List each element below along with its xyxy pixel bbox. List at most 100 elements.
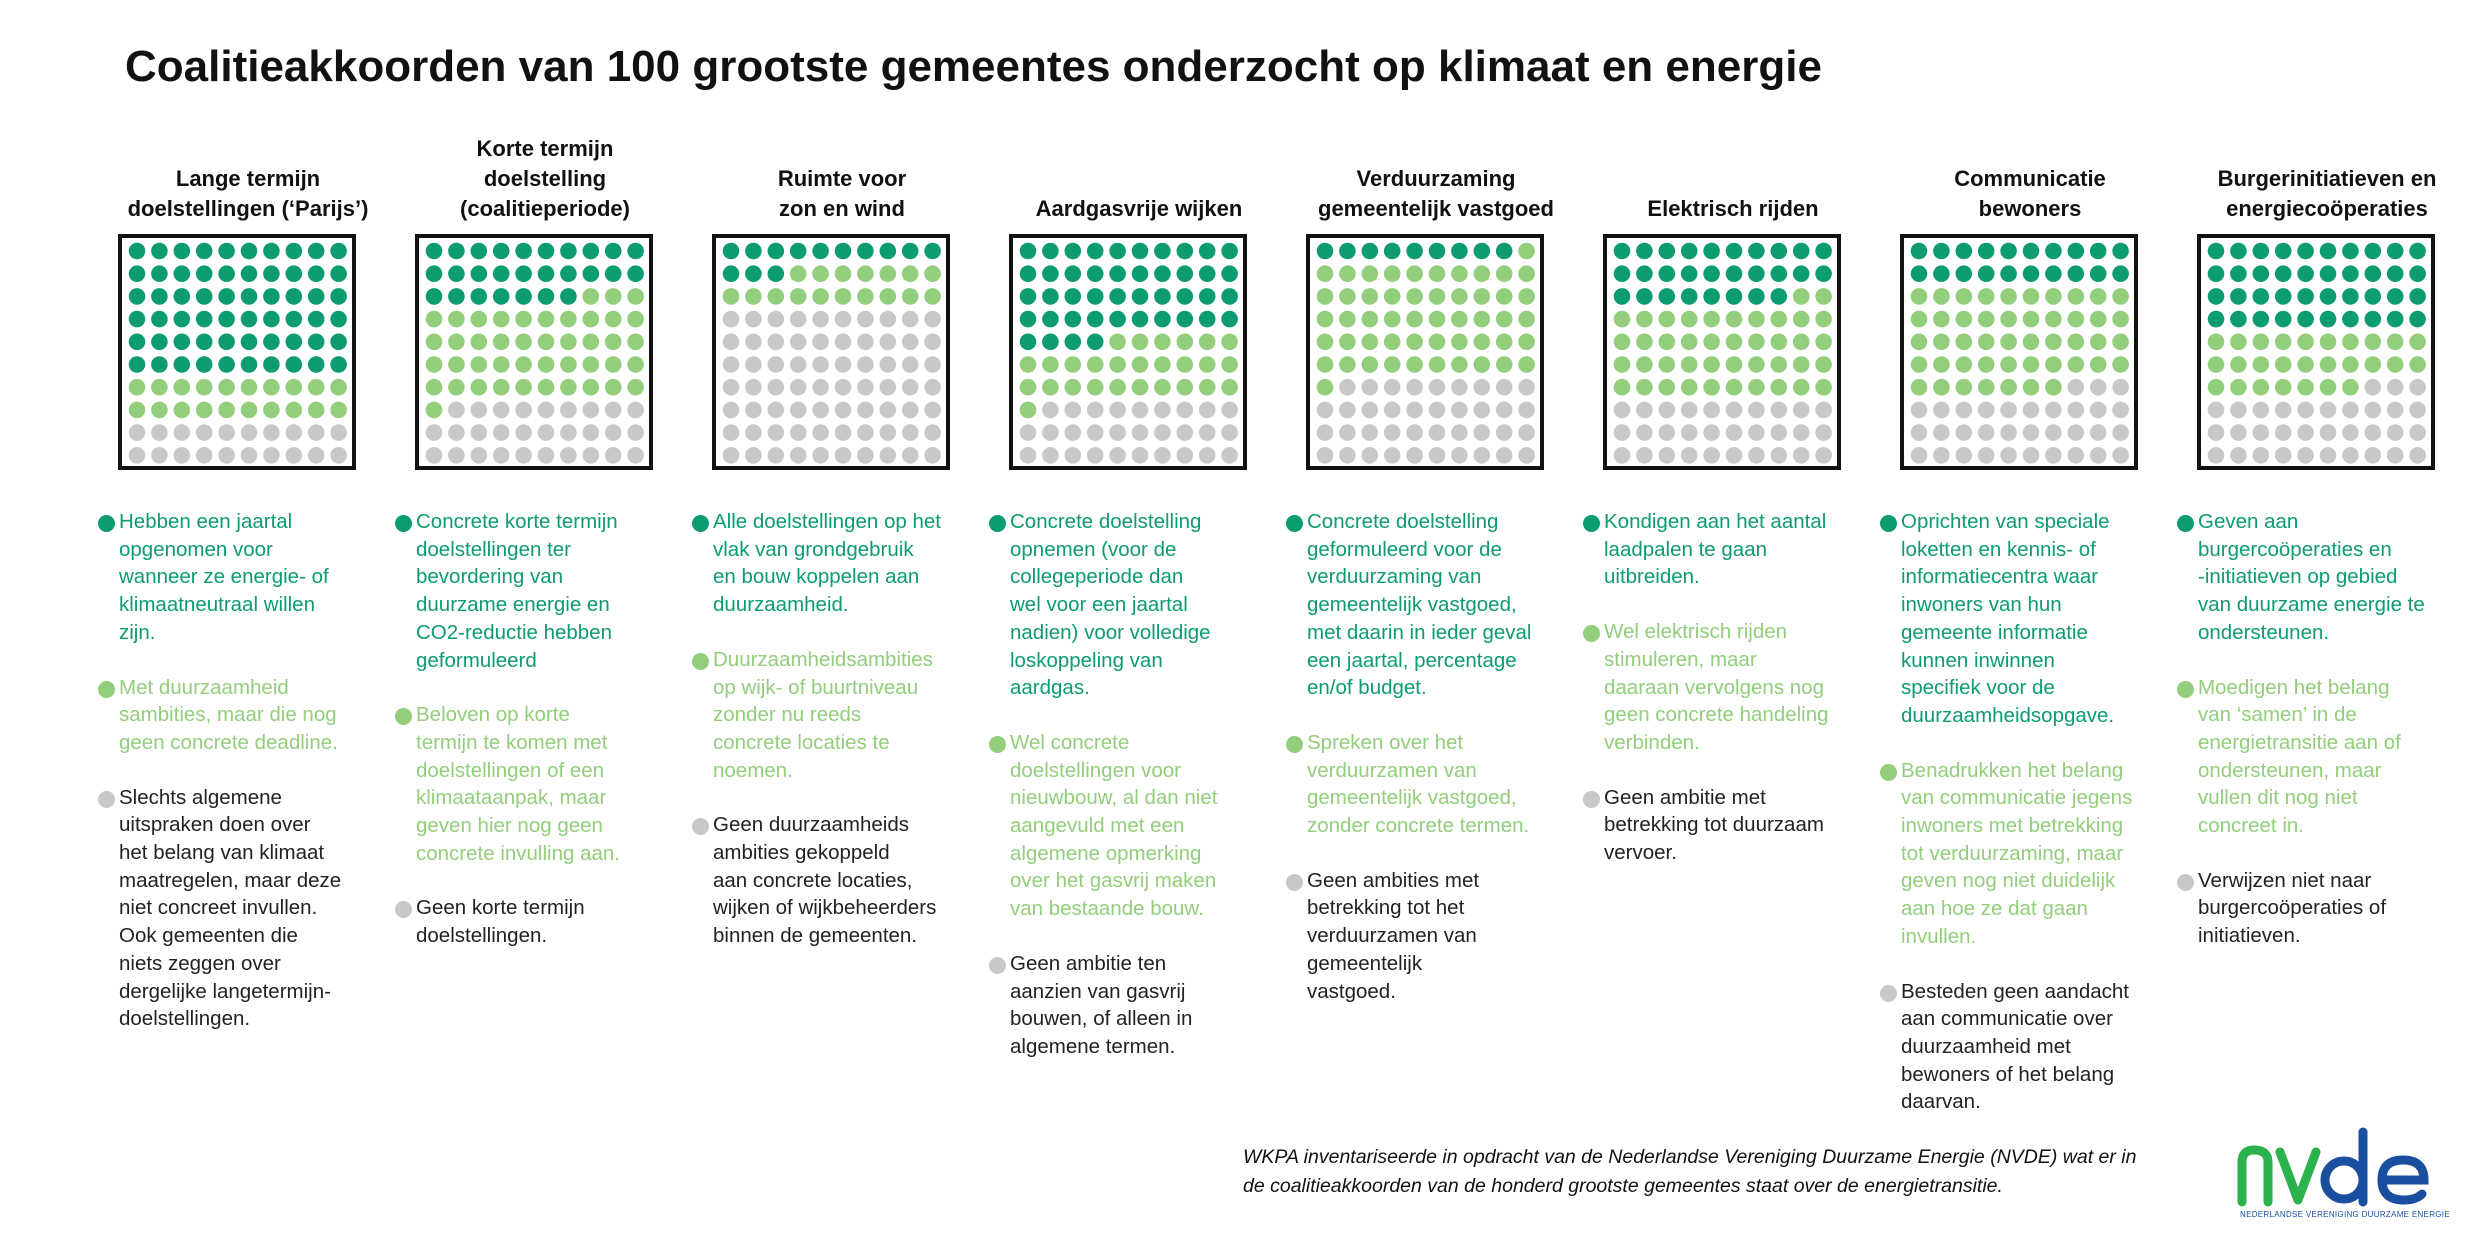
waffle-dot-light-green (1792, 333, 1810, 351)
waffle-dot-dark-green (2022, 242, 2040, 260)
legend-text: Geen duurzaamheids ambities gekoppeld aa… (713, 813, 937, 948)
waffle-dot-dark-green (307, 288, 325, 305)
waffle-dot-light-green (2022, 378, 2040, 396)
legend-item: Kondigen aan het aantal laadpalen te gaa… (1583, 508, 1879, 591)
waffle-dot-grey (924, 401, 941, 419)
waffle-dot-light-green (2207, 333, 2225, 351)
waffle-dot-dark-green (285, 310, 303, 328)
waffle-dot-grey (1792, 401, 1810, 419)
waffle-dot-grey (2000, 447, 2017, 464)
waffle-dot-dark-green (218, 265, 235, 282)
waffle-dot-grey (1815, 447, 1832, 464)
waffle-dot-light-green (1383, 356, 1401, 373)
waffle-dot-grey (767, 424, 785, 441)
waffle-dot-grey (1383, 401, 1401, 419)
waffle-dot-dark-green (1748, 242, 1765, 260)
waffle-dot-grey (1658, 401, 1676, 419)
waffle-dot-grey (195, 447, 213, 464)
waffle-dot-light-green (492, 333, 510, 351)
waffle-dot-light-green (2319, 378, 2337, 396)
waffle-dot-light-green (1451, 288, 1468, 305)
waffle-dot-grey (1518, 401, 1535, 419)
waffle-dot-grey (1042, 401, 1059, 419)
waffle-dot-grey (1770, 447, 1788, 464)
waffle-dot-light-green (1658, 378, 1676, 396)
waffle-dot-light-green (1658, 356, 1676, 373)
waffle-dot-grey (789, 356, 807, 373)
waffle-dot-dark-green (195, 310, 213, 328)
waffle-dot-light-green (1154, 356, 1171, 373)
waffle-dot-light-green (195, 378, 213, 396)
legend-item: Wel concrete doelstellingen voor nieuwbo… (989, 729, 1285, 923)
waffle-dot-dark-green (1933, 242, 1950, 260)
waffle-dot-dark-green (492, 242, 510, 260)
waffle-dot-light-green (834, 288, 852, 305)
waffle-dot-light-green (857, 288, 874, 305)
waffle-dot-dark-green (151, 242, 168, 260)
chart-heading: Communicatie bewoners (1954, 166, 2106, 221)
legend-dot-light-green (1583, 625, 1600, 643)
waffle-dot-dark-green (151, 333, 168, 351)
waffle-dot-dark-green (1198, 288, 1216, 305)
waffle-dot-light-green (1518, 356, 1535, 373)
waffle-dot-light-green (1518, 265, 1535, 282)
waffle-dot-dark-green (537, 242, 555, 260)
waffle-dot-dark-green (263, 310, 280, 328)
waffle-dot-grey (1495, 424, 1513, 441)
waffle-dot-light-green (560, 378, 577, 396)
waffle-dot-light-green (263, 401, 280, 419)
waffle-dot-grey (722, 378, 740, 396)
waffle-dot-grey (1495, 378, 1513, 396)
waffle-dot-dark-green (2297, 265, 2314, 282)
waffle-dot-light-green (1815, 378, 1832, 396)
waffle-dot-grey (834, 333, 852, 351)
waffle-dot-light-green (2252, 356, 2270, 373)
waffle-dot-grey (560, 424, 577, 441)
waffle-dot-dark-green (1680, 242, 1698, 260)
waffle-dot-dark-green (2000, 265, 2017, 282)
waffle-dot-light-green (1977, 288, 1995, 305)
waffle-dot-dark-green (1019, 310, 1037, 328)
waffle-dot-grey (285, 424, 303, 441)
waffle-dot-grey (924, 378, 941, 396)
waffle-dot-light-green (1770, 310, 1788, 328)
legend-item: Moedigen het belang van ‘samen’ in de en… (2177, 674, 2473, 840)
waffle-dot-grey (1792, 424, 1810, 441)
waffle-dot-dark-green (1198, 265, 1216, 282)
waffle-dot-grey (195, 424, 213, 441)
waffle-dot-grey (515, 401, 532, 419)
waffle-dot-dark-green (2000, 242, 2017, 260)
waffle-dot-dark-green (582, 265, 600, 282)
waffle-dot-light-green (2274, 378, 2292, 396)
waffle-dot-grey (470, 424, 488, 441)
waffle-dot-dark-green (151, 356, 168, 373)
waffle-dot-dark-green (1613, 265, 1631, 282)
waffle-dot-dark-green (2207, 242, 2225, 260)
waffle-dot-light-green (2342, 378, 2359, 396)
waffle-dot-light-green (1680, 378, 1698, 396)
waffle-dot-light-green (604, 310, 622, 328)
legend-text: Alle doelstellingen op het vlak van gron… (713, 510, 941, 617)
waffle-dot-grey (745, 333, 762, 351)
waffle-dot-grey (2112, 424, 2129, 441)
waffle-dot-dark-green (1109, 265, 1126, 282)
waffle-dot-dark-green (1019, 242, 1037, 260)
waffle-dot-dark-green (1955, 242, 1973, 260)
waffle-dot-dark-green (1064, 310, 1082, 328)
waffle-dot-grey (240, 424, 258, 441)
waffle-dot-grey (1613, 424, 1631, 441)
waffle-chart (1603, 234, 1841, 470)
waffle-svg (128, 242, 347, 464)
waffle-dot-dark-green (307, 265, 325, 282)
waffle-dot-light-green (2409, 333, 2426, 351)
waffle-dot-light-green (1109, 378, 1126, 396)
waffle-dot-dark-green (128, 356, 146, 373)
legend-dot-grey (1583, 790, 1600, 808)
waffle-dot-light-green (263, 378, 280, 396)
waffle-dot-light-green (425, 356, 443, 373)
waffle-dot-light-green (1221, 356, 1238, 373)
waffle-dot-dark-green (1086, 333, 1104, 351)
waffle-dot-light-green (1910, 310, 1928, 328)
waffle-dot-light-green (1339, 356, 1356, 373)
waffle-dot-dark-green (1176, 265, 1194, 282)
